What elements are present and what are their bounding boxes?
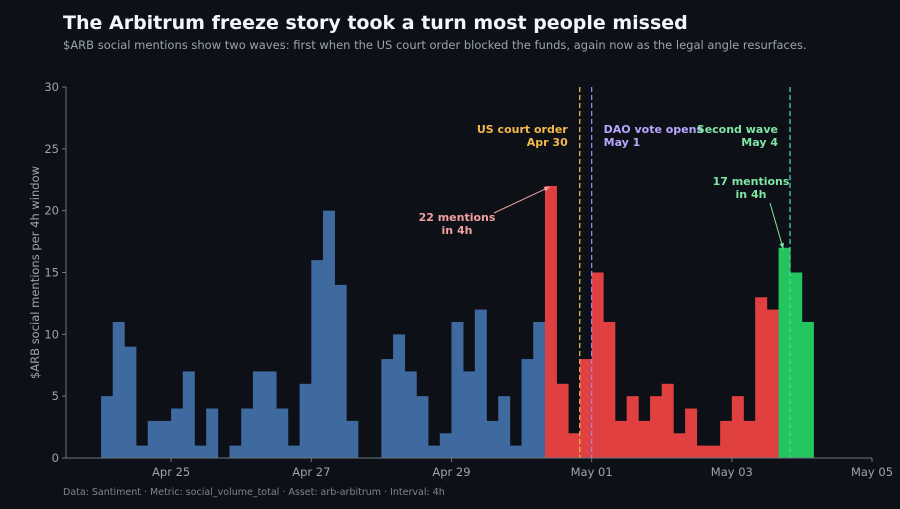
x-tick-label: May 03 [711,465,753,479]
bar [147,420,160,458]
bar [743,420,756,458]
bar [568,433,581,458]
bar [731,396,744,458]
bar [661,383,674,458]
bar [720,420,733,458]
annotation-arrow [769,202,784,249]
bar [673,433,686,458]
bar [615,420,627,458]
y-tick-label: 25 [44,142,59,156]
bar [287,445,300,458]
bar [521,359,534,458]
bar [486,420,499,458]
bar [766,309,779,458]
bar [322,210,335,458]
event-label: Second wave [697,123,778,136]
annotation-arrow [493,186,550,214]
axes-group: 0 5 10 15 20 25 30 Apr 25 Apr 27 Apr 29 May 01 May … [28,80,893,479]
annotation-arrowhead [779,242,784,249]
event-date-label: May 1 [604,136,641,149]
bar [708,445,721,458]
bar [112,321,125,458]
bar [299,383,312,458]
y-tick-label: 30 [44,80,59,94]
bar [311,260,324,458]
y-tick-label: 20 [44,204,59,218]
bar [404,371,417,458]
bar [544,185,557,458]
bar [346,420,359,458]
bar [638,420,651,458]
event-date-label: May 4 [741,136,778,149]
bar [685,408,698,458]
bar [159,420,172,458]
bar [509,445,522,458]
event-label: US court order [477,123,568,136]
bar [264,371,277,458]
annotation-label-unit: in 4h [442,224,473,237]
bar [241,408,254,458]
y-tick-label: 15 [44,266,59,280]
bar [194,445,207,458]
bar [439,433,452,458]
bar [696,445,709,458]
bar [182,371,195,458]
data-source-footer: Data: Santiment · Metric: social_volume_… [63,487,445,498]
x-tick-label: Apr 29 [432,465,470,479]
bar [591,272,604,458]
bar [474,309,487,458]
bar [790,272,803,458]
y-tick-label: 0 [52,451,59,465]
bar [136,445,149,458]
y-axis-label: $ARB social mentions per 4h window [28,166,42,379]
x-tick-label: May 01 [571,465,613,479]
bar [603,321,616,458]
chart-title: The Arbitrum freeze story took a turn mo… [63,12,688,34]
bar [801,321,814,458]
bar [124,346,137,458]
bar [533,321,546,458]
bar [626,396,639,458]
bar [556,383,569,458]
bar [101,396,114,458]
annotation-label-unit: in 4h [736,188,767,201]
event-label: DAO vote opens [604,123,704,136]
bar [252,371,265,458]
bar [498,396,511,458]
bar [206,408,219,458]
bar [778,247,791,458]
annotation-label: 17 mentions [713,175,790,188]
bar [334,284,347,458]
bar [650,396,663,458]
bars-group [101,185,814,458]
bar [428,445,441,458]
x-tick-label: May 05 [851,465,893,479]
bar [276,408,289,458]
bar [579,359,592,458]
bar [171,408,184,458]
y-tick-label: 10 [44,327,59,341]
bar [755,297,768,458]
bar [381,359,394,458]
chart-subtitle: $ARB social mentions show two waves: fir… [63,38,807,52]
annotation-label: 22 mentions [419,211,496,224]
x-tick-label: Apr 27 [292,465,330,479]
y-tick-label: 5 [52,389,59,403]
bar [229,445,242,458]
bar [416,396,429,458]
bar [463,371,476,458]
x-tick-label: Apr 25 [152,465,190,479]
event-date-label: Apr 30 [527,136,568,149]
bar [393,334,406,458]
bar [451,321,464,458]
annotation-arrowhead [543,186,550,192]
